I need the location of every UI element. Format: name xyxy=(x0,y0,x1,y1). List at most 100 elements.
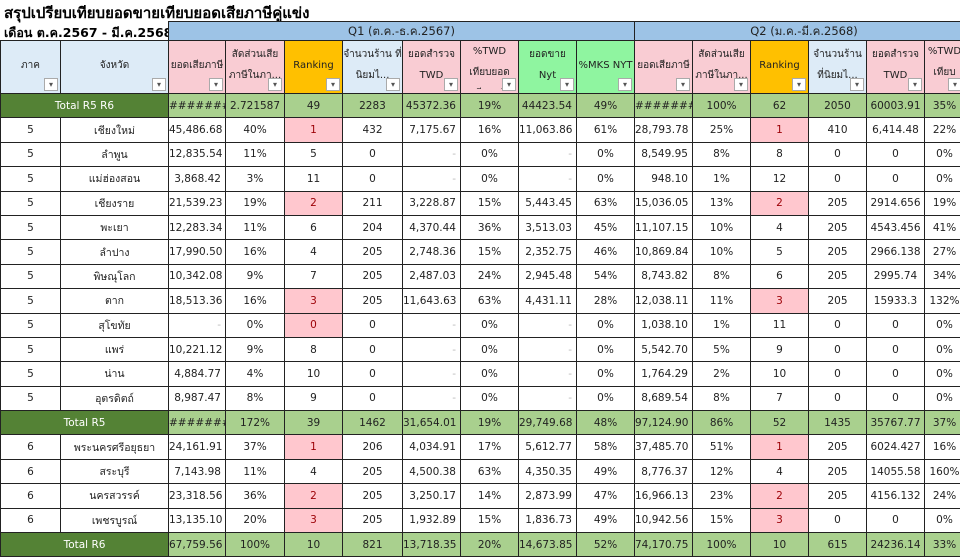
table-cell[interactable]: สระบุรี xyxy=(61,459,169,483)
table-cell[interactable]: - xyxy=(403,386,461,410)
table-cell[interactable]: 14,673.85 xyxy=(519,533,577,557)
table-cell[interactable]: 45,486.68 xyxy=(169,118,226,142)
table-cell[interactable]: 5 xyxy=(1,215,61,239)
table-cell[interactable]: 2914.656 xyxy=(867,191,925,215)
table-cell[interactable]: 33% xyxy=(925,533,960,557)
table-cell[interactable]: 205 xyxy=(809,435,867,459)
table-cell[interactable]: 1 xyxy=(285,118,343,142)
table-cell[interactable]: 9% xyxy=(226,337,285,361)
table-cell[interactable]: 5,612.77 xyxy=(519,435,577,459)
column-header[interactable]: จังหวัด▾ xyxy=(61,41,169,94)
table-cell[interactable]: 100% xyxy=(226,533,285,557)
table-cell[interactable]: 11% xyxy=(226,142,285,166)
table-cell[interactable]: 0% xyxy=(925,508,960,532)
table-cell[interactable]: ####### xyxy=(169,411,226,435)
table-cell[interactable]: - xyxy=(519,337,577,361)
table-cell[interactable]: 4,500.38 xyxy=(403,459,461,483)
table-cell[interactable]: 0% xyxy=(577,313,635,337)
table-cell[interactable]: ####### xyxy=(635,94,693,118)
column-header[interactable]: ยอดสำรวจ TWD▾ xyxy=(403,41,461,94)
table-cell[interactable]: 2.721587 xyxy=(226,94,285,118)
table-cell[interactable]: 1,038.10 xyxy=(635,313,693,337)
table-cell[interactable]: 1,932.89 xyxy=(403,508,461,532)
table-cell[interactable]: 61% xyxy=(577,118,635,142)
table-cell[interactable]: 3 xyxy=(751,289,809,313)
table-cell[interactable]: 37% xyxy=(226,435,285,459)
table-cell[interactable]: 4,884.77 xyxy=(169,362,226,386)
table-cell[interactable]: 6 xyxy=(285,215,343,239)
table-cell[interactable]: 0 xyxy=(285,313,343,337)
table-cell[interactable]: 6 xyxy=(1,508,61,532)
column-header[interactable]: Ranking▾ xyxy=(285,41,343,94)
table-cell[interactable]: 24,161.91 xyxy=(169,435,226,459)
table-cell[interactable]: 14055.58 xyxy=(867,459,925,483)
table-cell[interactable]: 3,228.87 xyxy=(403,191,461,215)
filter-dropdown-icon[interactable]: ▾ xyxy=(152,78,166,91)
table-cell[interactable]: 205 xyxy=(343,508,403,532)
filter-dropdown-icon[interactable]: ▾ xyxy=(908,78,922,91)
table-cell[interactable]: 8% xyxy=(693,142,751,166)
table-cell[interactable]: 8,743.82 xyxy=(635,264,693,288)
table-cell[interactable]: 205 xyxy=(343,484,403,508)
table-cell[interactable]: 18,513.36 xyxy=(169,289,226,313)
table-cell[interactable]: 0 xyxy=(343,313,403,337)
table-cell[interactable]: 6024.427 xyxy=(867,435,925,459)
table-cell[interactable]: 20% xyxy=(226,508,285,532)
table-cell[interactable]: 172% xyxy=(226,411,285,435)
table-cell[interactable]: 0% xyxy=(461,142,519,166)
table-cell[interactable]: 47% xyxy=(577,484,635,508)
table-cell[interactable]: 205 xyxy=(809,289,867,313)
table-cell[interactable]: 0 xyxy=(343,337,403,361)
table-cell[interactable]: 7,143.98 xyxy=(169,459,226,483)
table-cell[interactable]: 63% xyxy=(461,289,519,313)
table-cell[interactable]: - xyxy=(403,337,461,361)
table-cell[interactable]: 36% xyxy=(226,484,285,508)
column-header[interactable]: ยอดขาย Nyt▾ xyxy=(519,41,577,94)
table-cell[interactable]: 10 xyxy=(285,533,343,557)
table-cell[interactable]: 15% xyxy=(461,508,519,532)
filter-dropdown-icon[interactable]: ▾ xyxy=(444,78,458,91)
table-cell[interactable]: 17% xyxy=(461,435,519,459)
table-cell[interactable]: 4 xyxy=(285,240,343,264)
table-cell[interactable]: 0% xyxy=(461,337,519,361)
table-cell[interactable]: 4156.132 xyxy=(867,484,925,508)
table-cell[interactable]: 4,350.35 xyxy=(519,459,577,483)
table-cell[interactable]: 205 xyxy=(809,191,867,215)
table-cell[interactable]: 4,370.44 xyxy=(403,215,461,239)
table-cell[interactable]: 16% xyxy=(226,289,285,313)
table-cell[interactable]: 6,414.48 xyxy=(867,118,925,142)
table-cell[interactable]: 0% xyxy=(577,362,635,386)
table-cell[interactable]: 24% xyxy=(925,484,960,508)
table-cell[interactable]: 0 xyxy=(809,386,867,410)
column-header[interactable]: %MKS NYT▾ xyxy=(577,41,635,94)
table-cell[interactable]: 5% xyxy=(693,337,751,361)
column-header[interactable]: ยอดสำรวจ TWD▾ xyxy=(867,41,925,94)
table-cell[interactable]: 4,034.91 xyxy=(403,435,461,459)
table-cell[interactable]: 22% xyxy=(925,118,960,142)
table-cell[interactable]: 29,749.68 xyxy=(519,411,577,435)
table-cell[interactable]: 0% xyxy=(461,362,519,386)
table-cell[interactable]: 49% xyxy=(577,459,635,483)
table-cell[interactable]: 0 xyxy=(343,167,403,191)
table-cell[interactable]: 15% xyxy=(693,508,751,532)
table-cell[interactable]: 4% xyxy=(226,362,285,386)
column-header[interactable]: จำนวนร้าน ที่นิยมไ...▾ xyxy=(343,41,403,94)
table-cell[interactable]: 9 xyxy=(751,337,809,361)
table-cell[interactable]: 19% xyxy=(226,191,285,215)
table-cell[interactable]: 5 xyxy=(1,118,61,142)
table-cell[interactable]: 2 xyxy=(751,484,809,508)
table-cell[interactable]: 17,990.50 xyxy=(169,240,226,264)
table-cell[interactable]: 67,759.56 xyxy=(169,533,226,557)
q1-header[interactable]: Q1 (ต.ค.-ธ.ค.2567) xyxy=(168,21,635,41)
table-cell[interactable]: 23,318.56 xyxy=(169,484,226,508)
table-cell[interactable]: 8% xyxy=(693,386,751,410)
table-cell[interactable]: 4 xyxy=(751,459,809,483)
table-cell[interactable]: 14% xyxy=(461,484,519,508)
table-cell[interactable]: 34% xyxy=(925,264,960,288)
table-cell[interactable]: 97,124.90 xyxy=(635,411,693,435)
table-cell[interactable]: 2% xyxy=(693,362,751,386)
table-cell[interactable]: 5,443.45 xyxy=(519,191,577,215)
table-cell[interactable]: พะเยา xyxy=(61,215,169,239)
table-cell[interactable]: 3,250.17 xyxy=(403,484,461,508)
table-cell[interactable]: 5 xyxy=(1,362,61,386)
